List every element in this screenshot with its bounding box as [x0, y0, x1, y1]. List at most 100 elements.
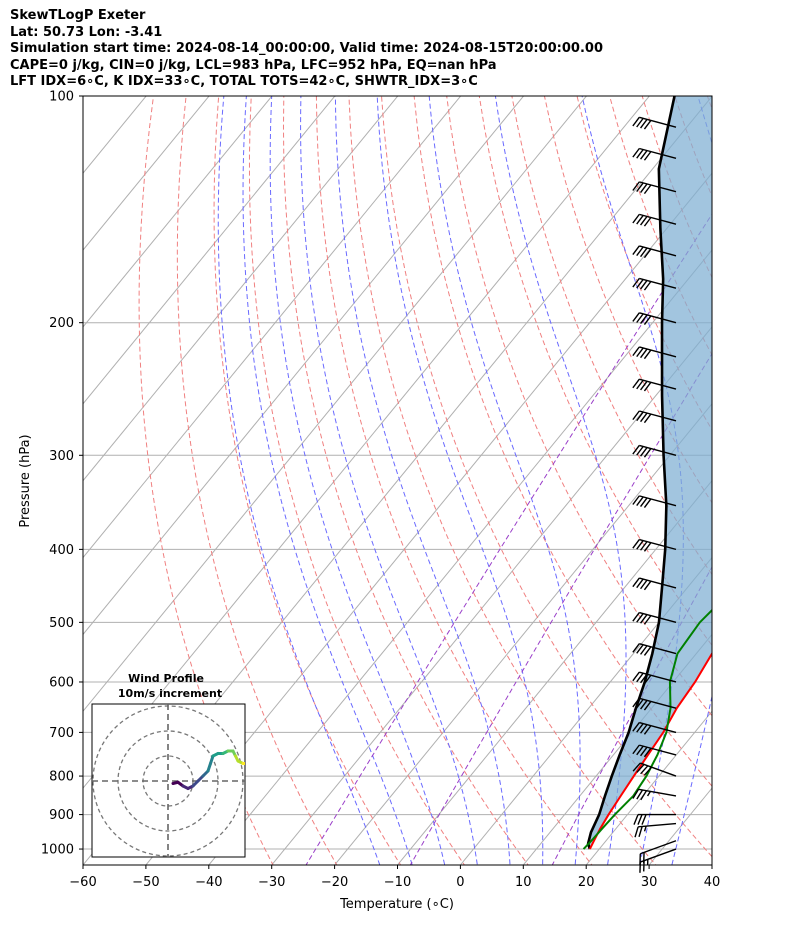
dry-adiabat-line [759, 62, 794, 881]
x-tick-label: −40 [195, 875, 222, 890]
background-lines [83, 62, 794, 881]
dry-adiabat-line [543, 96, 712, 504]
isotherm-line [333, 403, 712, 865]
y-tick-label: 200 [49, 316, 74, 331]
time-line: Simulation start time: 2024-08-14_00:00:… [10, 41, 603, 56]
wind-barb [632, 312, 677, 326]
y-tick-label: 300 [49, 449, 74, 464]
wind-barb [633, 813, 676, 825]
dry-adiabat-line [213, 96, 402, 865]
isotherm-line [83, 96, 210, 251]
wind-barb [632, 378, 677, 392]
x-tick-label: 30 [641, 875, 658, 890]
mixing-ratio-line [409, 352, 712, 865]
wind-barb [632, 538, 677, 552]
dry-adiabat-line [381, 96, 712, 858]
wind-barb [632, 697, 677, 711]
y-tick-label: 900 [49, 808, 74, 823]
x-axis-ticks: −60 −50 −40 −30 −20 −10 0 10 20 30 40 [69, 865, 720, 890]
wind-barb [632, 744, 677, 758]
x-tick-label: −50 [132, 875, 159, 890]
isotherm-line [459, 556, 712, 865]
hodograph-title: Wind Profile [128, 672, 204, 685]
isotherm-line [83, 96, 273, 328]
stability-line: CAPE=0 j/kg, CIN=0 j/kg, LCL=983 hPa, LF… [10, 57, 497, 73]
wind-barb [639, 840, 677, 865]
isotherm-line [83, 96, 336, 405]
dry-adiabat-line [413, 96, 712, 787]
wind-barb [632, 643, 677, 656]
y-axis-ticks: 100 200 300 400 500 600 700 800 900 1000 [41, 90, 83, 858]
isotherm-line [208, 249, 712, 865]
wind-barb [632, 346, 677, 360]
wind-barb [632, 116, 677, 130]
dry-adiabat-line [728, 62, 794, 881]
moist-adiabat-line [376, 96, 544, 865]
x-tick-label: 20 [578, 875, 595, 890]
moist-adiabat-line [428, 96, 581, 865]
y-tick-label: 700 [49, 726, 74, 741]
dry-adiabat-line [282, 96, 529, 865]
wind-barb [632, 577, 677, 591]
isotherm-line [711, 864, 712, 865]
moist-adiabat-line [494, 96, 627, 865]
x-tick-label: −20 [321, 875, 348, 890]
y-tick-label: 1000 [41, 843, 74, 858]
wind-barb [632, 762, 677, 777]
mixing-ratio-line [305, 213, 712, 865]
index-line: LFT IDX=6∘C, K IDX=33∘C, TOTAL TOTS=42∘C… [10, 74, 478, 89]
wind-barb [632, 213, 677, 227]
x-axis-label: Temperature (∘C) [339, 897, 454, 912]
dry-adiabat-line [446, 96, 712, 717]
isotherm-line [396, 479, 712, 865]
moist-adiabat-line [242, 96, 413, 865]
y-tick-label: 500 [49, 616, 74, 631]
wind-barb [632, 245, 677, 259]
hodograph-inset: Wind Profile 10m/s increment [91, 672, 246, 858]
wind-barb [632, 788, 677, 801]
moist-adiabat-line [269, 96, 446, 865]
isotherm-line [585, 710, 712, 865]
wind-barb [632, 495, 677, 509]
wind-barb [632, 611, 677, 625]
cape-shading [588, 96, 712, 850]
wind-barb [634, 822, 677, 838]
y-tick-label: 100 [49, 90, 74, 105]
x-tick-label: 0 [456, 875, 464, 890]
wind-barb [632, 671, 677, 685]
dry-adiabat-line [511, 96, 712, 576]
x-tick-label: −60 [69, 875, 96, 890]
chart-header: SkewTLogP Exeter Lat: 50.73 Lon: -3.41 S… [10, 8, 603, 91]
wind-barb [632, 147, 677, 161]
wind-barb [632, 277, 677, 291]
isotherm-line [271, 326, 712, 865]
temperature-profile-line [588, 651, 712, 850]
isotherm-line [83, 96, 525, 636]
dry-adiabat-line [248, 96, 466, 865]
wind-barb [632, 721, 677, 735]
wind-barbs [632, 116, 677, 873]
dewpoint-profile-line [582, 608, 712, 850]
y-tick-label: 600 [49, 675, 74, 690]
y-tick-label: 400 [49, 543, 74, 558]
parcel-profile-line [586, 96, 676, 850]
wind-barb [632, 410, 677, 424]
moist-adiabat-line [300, 96, 478, 865]
dry-adiabat-line [138, 96, 274, 865]
dry-adiabat-line [315, 96, 593, 865]
x-tick-label: 40 [704, 875, 721, 890]
x-tick-label: −30 [258, 875, 285, 890]
cape-area [588, 96, 712, 850]
isotherm-line [83, 96, 462, 559]
x-tick-label: −10 [384, 875, 411, 890]
location-line: Lat: 50.73 Lon: -3.41 [10, 24, 163, 40]
profiles [582, 96, 712, 850]
chart-title: SkewTLogP Exeter [10, 8, 146, 23]
x-tick-label: 10 [515, 875, 532, 890]
isotherm-line [522, 633, 712, 865]
isotherm-line [83, 96, 399, 482]
wind-barb [632, 444, 677, 458]
y-axis-label: Pressure (hPa) [18, 434, 33, 527]
y-tick-label: 800 [49, 770, 74, 785]
